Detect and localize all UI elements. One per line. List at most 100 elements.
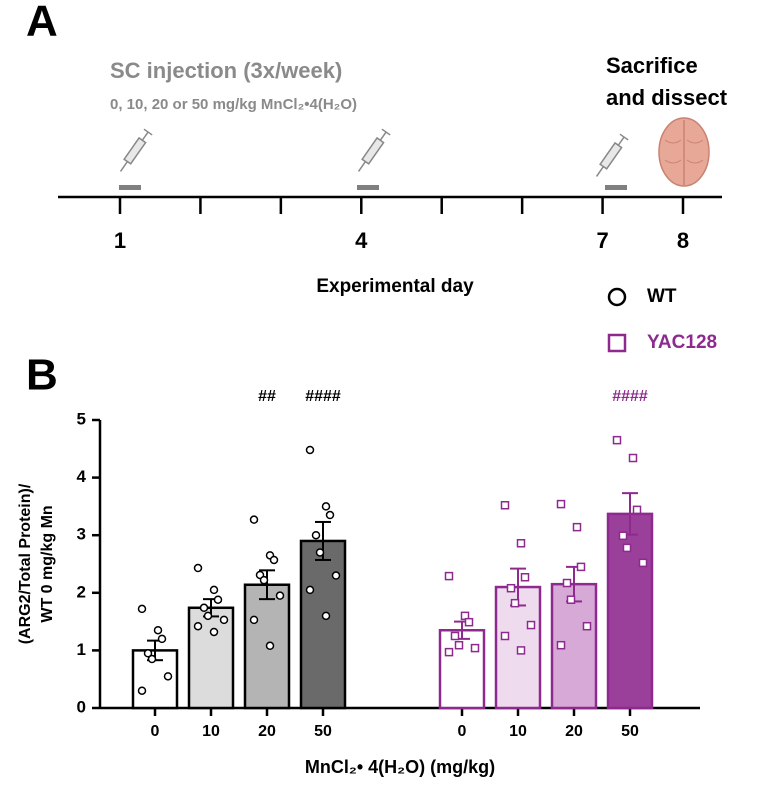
data-point: [450, 631, 460, 641]
data-point: [454, 640, 464, 650]
injection-mark: [119, 185, 627, 190]
data-point: [638, 558, 648, 568]
data-point: [325, 510, 335, 520]
data-point: [219, 615, 229, 625]
endpoint-text: Sacrifice: [606, 53, 698, 78]
data-point: [275, 591, 285, 600]
data-point: [249, 615, 259, 625]
data-point: [321, 611, 331, 621]
bar: [299, 539, 347, 710]
y-axis-label: WT 0 mg/kg Mn: [39, 505, 56, 622]
data-point: [305, 445, 315, 455]
data-point: [305, 585, 315, 595]
x-tick-label: 50: [621, 723, 639, 740]
data-point: [628, 453, 638, 463]
legend-marker: [607, 287, 627, 307]
data-point: [500, 500, 510, 510]
data-point: [444, 647, 454, 657]
data-point: [209, 585, 219, 595]
day-label: 1: [114, 228, 126, 253]
timeline-title: SC injection (3x/week): [110, 58, 342, 83]
bar: [606, 512, 654, 710]
data-point: [203, 611, 213, 621]
x-tick-label: 0: [151, 723, 160, 740]
timeline: 1 4 7 8: [114, 197, 689, 253]
data-point: [622, 543, 632, 553]
data-point: [147, 654, 157, 664]
y-tick-label: 4: [77, 467, 87, 486]
data-point: [269, 555, 279, 565]
data-point: [153, 625, 163, 635]
data-point: [510, 598, 520, 608]
data-point: [632, 505, 642, 515]
data-point: [582, 621, 592, 631]
data-point: [576, 562, 586, 572]
data-point: [516, 646, 526, 655]
significance-label: ####: [305, 388, 341, 405]
x-tick-label: 10: [202, 723, 220, 740]
x-axis-label: MnCl₂• 4(H₂O) (mg/kg): [305, 757, 495, 777]
data-point: [321, 502, 331, 511]
data-point: [444, 571, 454, 581]
data-point: [526, 620, 536, 630]
data-point: [137, 604, 147, 614]
data-point: [157, 634, 167, 644]
syringe: [119, 128, 629, 177]
data-point: [137, 686, 147, 695]
data-point: [556, 640, 566, 650]
timeline-axis-label: Experimental day: [316, 276, 474, 297]
panel-label: A: [26, 0, 58, 46]
x-tick-label: 20: [565, 723, 583, 740]
data-point: [618, 531, 628, 541]
data-point: [464, 617, 474, 627]
y-tick-label: 0: [77, 697, 86, 716]
data-point: [163, 672, 173, 681]
day-label: 4: [355, 228, 368, 253]
y-tick-label: 3: [77, 525, 86, 544]
y-tick-label: 2: [77, 582, 86, 601]
legend-label: YAC128: [647, 332, 717, 353]
data-point: [193, 563, 203, 573]
y-tick-label: 1: [77, 640, 86, 659]
y-axis-label: (ARG2/Total Protein)/: [17, 483, 34, 644]
x-tick-label: 50: [314, 723, 332, 740]
x-tick-label: 20: [258, 723, 276, 740]
data-point: [470, 643, 480, 653]
day-label: 8: [677, 228, 689, 253]
data-point: [143, 649, 153, 658]
data-point: [193, 621, 203, 631]
y-tick-label: 5: [77, 409, 86, 428]
data-point: [209, 627, 219, 637]
y-axis-label-group: (ARG2/Total Protein)/ WT 0 mg/kg Mn: [17, 483, 56, 644]
data-point: [249, 515, 259, 524]
timeline-subtitle: 0, 10, 20 or 50 mg/kg MnCl₂•4(H₂O): [110, 96, 357, 113]
significance-label: ##: [258, 388, 276, 405]
legend-marker: [607, 333, 627, 353]
day-label: 7: [596, 228, 608, 253]
data-point: [199, 603, 209, 613]
data-point: [213, 595, 223, 604]
legend-label: WT: [647, 286, 677, 307]
panel-label: B: [26, 351, 58, 400]
data-point: [556, 499, 566, 509]
data-point: [516, 539, 526, 548]
data-point: [520, 572, 530, 582]
endpoint-text: and dissect: [606, 85, 728, 110]
data-point: [562, 578, 572, 588]
data-point: [259, 575, 269, 585]
data-point: [315, 548, 325, 557]
data-point: [612, 435, 622, 445]
significance-label: ####: [612, 388, 648, 405]
x-tick-label: 0: [458, 723, 467, 740]
data-point: [265, 641, 275, 651]
data-point: [572, 522, 582, 532]
brain-icon: [658, 117, 710, 187]
x-tick-label: 10: [509, 723, 527, 740]
data-point: [500, 631, 510, 641]
data-point: [566, 595, 576, 604]
data-point: [331, 571, 341, 580]
data-point: [506, 583, 516, 593]
data-point: [311, 530, 321, 540]
